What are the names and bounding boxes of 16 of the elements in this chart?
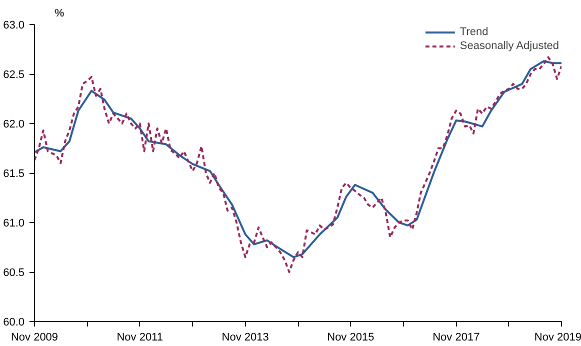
y-tick-label: 62.0 [3, 118, 25, 130]
y-axis-title: % [54, 8, 64, 20]
y-tick-label: 62.5 [3, 69, 25, 81]
y-tick-label: 60.5 [3, 267, 25, 279]
y-tick-label: 63.0 [3, 20, 25, 32]
y-tick-label: 61.0 [3, 218, 25, 230]
x-tick-label: Nov 2011 [116, 332, 163, 344]
y-tick-label: 60.0 [3, 316, 25, 328]
x-tick-label: Nov 2015 [327, 332, 374, 344]
x-tick-label: Nov 2017 [432, 332, 480, 344]
legend-label: Trend [460, 26, 488, 38]
x-tick-label: Nov 2013 [222, 332, 269, 344]
legend-label: Seasonally Adjusted [460, 40, 559, 52]
x-tick-label: Nov 2019 [534, 332, 581, 344]
y-tick-label: 61.5 [3, 168, 25, 180]
x-tick-label: Nov 2009 [10, 332, 58, 344]
